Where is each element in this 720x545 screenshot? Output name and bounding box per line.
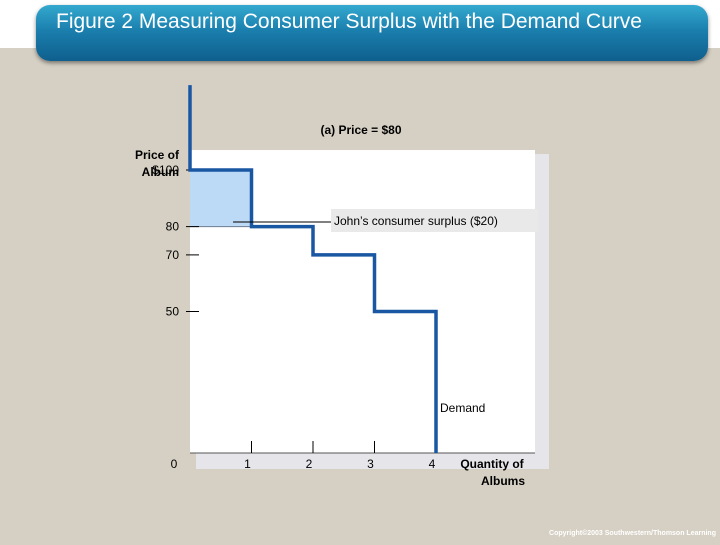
x-axis-label-line-1: Quantity of <box>460 457 524 471</box>
x-tick-label-4: 4 <box>429 457 436 471</box>
slide-title: Figure 2 Measuring Consumer Surplus with… <box>56 10 642 33</box>
chart-title: (a) Price = $80 <box>320 123 401 137</box>
y-tick-label-50: 50 <box>166 305 180 319</box>
y-tick-label-80: 80 <box>166 220 180 234</box>
y-axis-label-line-2: Album <box>142 165 179 179</box>
annotation-box <box>331 209 538 232</box>
x-tick-label-0: 0 <box>171 457 178 471</box>
y-tick-label-100: $100 <box>152 163 179 177</box>
x-tick-label-2: 2 <box>306 457 313 471</box>
copyright-notice: Copyright©2003 Southwestern/Thomson Lear… <box>549 530 716 537</box>
demand-label: Demand <box>440 401 485 415</box>
consumer-surplus-area <box>190 170 252 227</box>
x-axis-label-line-2: Albums <box>481 474 525 488</box>
y-axis-label-line-1: Price of <box>135 148 180 162</box>
x-tick-label-1: 1 <box>244 457 251 471</box>
demand-curve <box>188 85 438 453</box>
x-tick-label-3: 3 <box>367 457 374 471</box>
title-banner: Figure 2 Measuring Consumer Surplus with… <box>36 5 708 61</box>
annotation-text: John’s consumer surplus ($20) <box>334 214 498 228</box>
y-tick-label-70: 70 <box>166 248 180 262</box>
